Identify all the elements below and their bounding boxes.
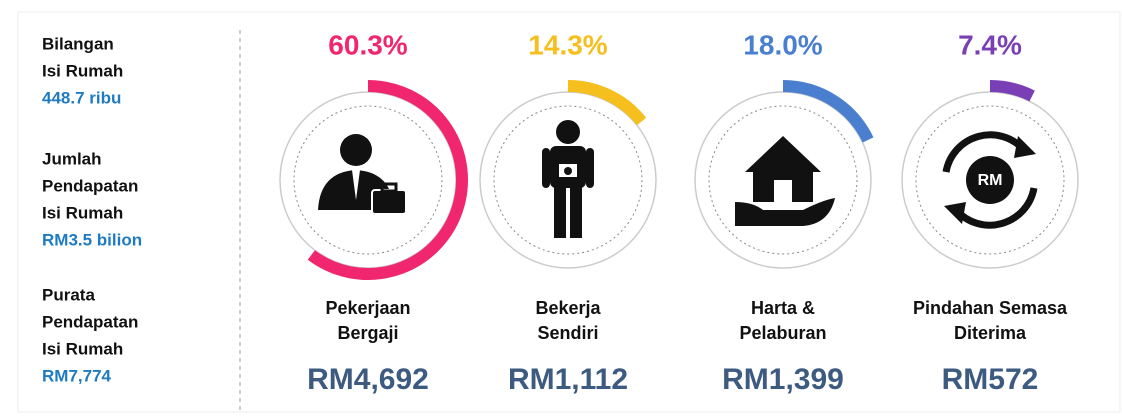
category-label: Pekerjaan	[325, 298, 410, 318]
summary-label: Jumlah	[42, 149, 102, 168]
amount: RM1,112	[508, 363, 628, 396]
summary-label: Pendapatan	[42, 312, 138, 331]
percent-label: 7.4%	[958, 29, 1022, 60]
category-label: Diterima	[954, 323, 1027, 343]
gauge-inner	[915, 105, 1065, 255]
icon-transfer: RM	[942, 131, 1038, 229]
gauge-arc	[307, 80, 468, 280]
gauge-inner	[493, 105, 643, 255]
summary-value: RM7,774	[42, 366, 112, 385]
percent-label: 60.3%	[328, 29, 407, 60]
percent-label: 18.0%	[743, 29, 822, 60]
summary-label: Purata	[42, 285, 95, 304]
summary-label: Isi Rumah	[42, 61, 123, 80]
icon-self-employed	[542, 120, 594, 238]
category-label: Bergaji	[337, 323, 398, 343]
summary-label: Pendapatan	[42, 176, 138, 195]
gauge-arc	[782, 80, 874, 143]
category-label: Pindahan Semasa	[913, 298, 1068, 318]
gauge-inner	[293, 105, 443, 255]
gauge-arc	[989, 80, 1035, 102]
summary-label: Isi Rumah	[42, 339, 123, 358]
amount: RM4,692	[307, 363, 429, 396]
category-label: Harta &	[751, 298, 815, 318]
summary-label: Isi Rumah	[42, 203, 123, 222]
percent-label: 14.3%	[528, 29, 607, 60]
gauge-inner	[708, 105, 858, 255]
category-label: Bekerja	[535, 298, 601, 318]
summary-value: 448.7 ribu	[42, 88, 121, 107]
icon-property	[735, 136, 835, 226]
summary-label: Bilangan	[42, 34, 114, 53]
amount: RM572	[942, 363, 1039, 396]
svg-text:RM: RM	[978, 172, 1003, 189]
gauge-arc	[567, 80, 647, 126]
icons: RM	[318, 120, 1038, 238]
summary-value: RM3.5 bilion	[42, 230, 142, 249]
icon-employee	[318, 134, 407, 215]
category-label: Sendiri	[537, 323, 598, 343]
category-label: Pelaburan	[739, 323, 826, 343]
amount: RM1,399	[722, 363, 844, 396]
